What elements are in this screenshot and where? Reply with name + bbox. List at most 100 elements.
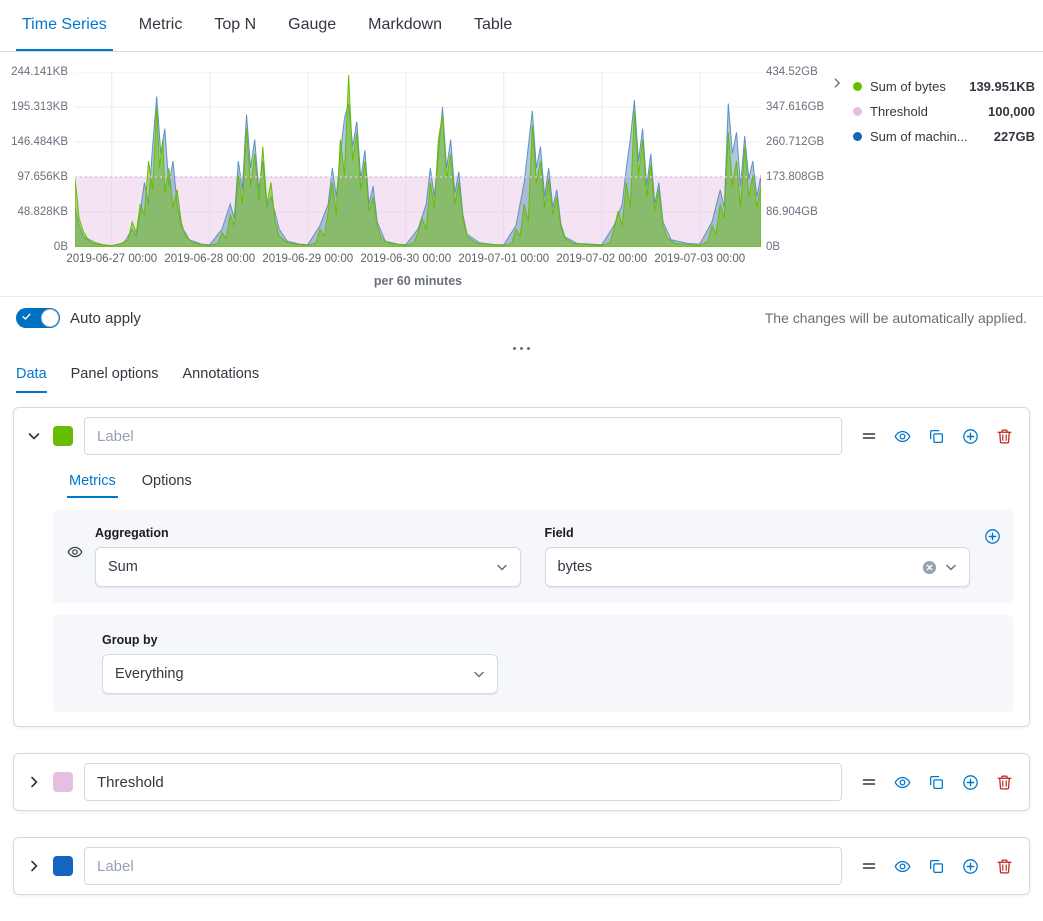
tab-gauge[interactable]: Gauge	[288, 15, 337, 33]
metric-row: Aggregation Sum Field bytes	[53, 510, 1013, 603]
legend-dot	[853, 132, 862, 141]
legend-item-sum-of-bytes[interactable]: Sum of bytes 139.951KB	[853, 74, 1035, 99]
series-card-1: Metrics Options Aggregation Sum Field	[13, 407, 1030, 727]
series-label-input[interactable]	[84, 763, 842, 801]
delete-series-trash-icon[interactable]	[996, 858, 1013, 875]
add-series-plus-icon[interactable]	[962, 774, 979, 791]
axis-tick-label: 347.616GB	[766, 101, 825, 113]
series-actions	[861, 774, 1017, 791]
legend-collapse-chevron-icon[interactable]	[830, 76, 844, 90]
axis-tick-label: 146.484KB	[11, 136, 68, 148]
axis-tick-label: 2019-06-30 00:00	[360, 253, 452, 265]
plot-area[interactable]	[75, 72, 761, 247]
expand-chevron-right-icon[interactable]	[26, 774, 42, 790]
series-label-input[interactable]	[84, 847, 842, 885]
tab-options[interactable]: Options	[141, 473, 192, 489]
clone-series-copy-icon[interactable]	[928, 428, 945, 445]
aggregation-select[interactable]: Sum	[95, 547, 521, 587]
aggregation-value: Sum	[108, 559, 138, 575]
auto-apply-row: Auto apply The changes will be automatic…	[0, 296, 1043, 339]
chevron-down-icon	[496, 564, 507, 571]
series-header	[14, 408, 1029, 464]
series-card-3	[13, 837, 1030, 895]
metric-fields: Aggregation Sum Field bytes	[95, 522, 970, 587]
tab-top-n[interactable]: Top N	[214, 15, 257, 33]
auto-apply-description: The changes will be automatically applie…	[764, 310, 1027, 326]
axis-tick-label: 260.712GB	[766, 136, 825, 148]
axis-tick-label: 2019-06-28 00:00	[164, 253, 256, 265]
aggregation-label: Aggregation	[95, 526, 169, 540]
add-series-plus-icon[interactable]	[962, 428, 979, 445]
group-by-label: Group by	[102, 633, 158, 647]
tab-annotations[interactable]: Annotations	[182, 366, 260, 382]
axis-tick-label: 0B	[766, 241, 781, 253]
series-list: Metrics Options Aggregation Sum Field	[0, 407, 1043, 921]
series-color-swatch[interactable]	[53, 772, 73, 792]
series-color-swatch[interactable]	[53, 426, 73, 446]
panel-resize-handle[interactable]	[0, 339, 1043, 357]
auto-apply-toggle[interactable]	[16, 308, 60, 328]
legend-value: 227GB	[993, 129, 1035, 144]
drag-handle-icon[interactable]	[861, 858, 877, 874]
axis-tick-label: 0B	[53, 241, 68, 253]
legend-label: Sum of bytes	[870, 79, 946, 94]
auto-apply-label: Auto apply	[70, 309, 141, 327]
series-header	[14, 838, 1029, 894]
add-series-plus-icon[interactable]	[962, 858, 979, 875]
axis-tick-label: 244.141KB	[11, 66, 68, 78]
group-by-value: Everything	[115, 666, 184, 682]
tab-metric[interactable]: Metric	[138, 15, 183, 33]
clone-series-copy-icon[interactable]	[928, 774, 945, 791]
drag-handle-icon[interactable]	[861, 774, 877, 790]
legend-label: Sum of machin...	[870, 129, 968, 144]
delete-series-trash-icon[interactable]	[996, 428, 1013, 445]
tab-time-series[interactable]: Time Series	[16, 0, 113, 51]
axis-tick-label: 97.656KB	[17, 171, 68, 183]
legend-dot	[853, 107, 862, 116]
series-color-swatch[interactable]	[53, 856, 73, 876]
toggle-visibility-eye-icon[interactable]	[894, 774, 911, 791]
series-header	[14, 754, 1029, 810]
expand-chevron-right-icon[interactable]	[26, 858, 42, 874]
legend-dot	[853, 82, 862, 91]
series-actions	[861, 858, 1017, 875]
legend-item-threshold[interactable]: Threshold 100,000	[853, 99, 1035, 124]
series-sub-tabs: Metrics Options	[14, 464, 1029, 498]
add-metric-plus-icon[interactable]	[984, 528, 1001, 545]
toggle-visibility-eye-icon[interactable]	[894, 428, 911, 445]
chart-legend: Sum of bytes 139.951KB Threshold 100,000…	[853, 74, 1035, 149]
axis-tick-label: 86.904GB	[766, 206, 818, 218]
series-label-input[interactable]	[84, 417, 842, 455]
field-label: Field	[544, 526, 574, 540]
legend-value: 139.951KB	[969, 79, 1035, 94]
axis-tick-label: 2019-06-27 00:00	[66, 253, 158, 265]
field-value: bytes	[557, 559, 593, 575]
tab-markdown[interactable]: Markdown	[368, 15, 442, 33]
metric-eye-icon[interactable]	[67, 544, 83, 565]
series-card-2	[13, 753, 1030, 811]
clear-selection-icon[interactable]	[922, 560, 937, 575]
field-group: Field bytes	[544, 522, 970, 587]
axis-tick-label: 2019-07-03 00:00	[654, 253, 746, 265]
legend-label: Threshold	[870, 104, 928, 119]
group-by-select[interactable]: Everything	[102, 654, 498, 694]
legend-item-sum-of-machine-ram[interactable]: Sum of machin... 227GB	[853, 124, 1035, 149]
axis-tick-label: 2019-06-29 00:00	[262, 253, 354, 265]
toggle-visibility-eye-icon[interactable]	[894, 858, 911, 875]
axis-tick-label: 195.313KB	[11, 101, 68, 113]
tab-metrics[interactable]: Metrics	[67, 466, 118, 498]
clone-series-copy-icon[interactable]	[928, 858, 945, 875]
tab-panel-options[interactable]: Panel options	[70, 366, 159, 382]
axis-tick-label: 2019-07-01 00:00	[458, 253, 550, 265]
drag-handle-icon[interactable]	[861, 428, 877, 444]
x-axis-label: per 60 minutes	[373, 274, 463, 288]
delete-series-trash-icon[interactable]	[996, 774, 1013, 791]
visualization-type-tabs: Time Series Metric Top N Gauge Markdown …	[0, 0, 1043, 52]
tab-data[interactable]: Data	[16, 357, 47, 393]
axis-tick-label: 2019-07-02 00:00	[556, 253, 648, 265]
tab-table[interactable]: Table	[473, 15, 513, 33]
collapse-chevron-down-icon[interactable]	[26, 428, 42, 444]
time-series-chart: per 60 minutes Sum of bytes 139.951KB Th…	[0, 52, 1043, 296]
aggregation-group: Aggregation Sum	[95, 522, 521, 587]
field-combobox[interactable]: bytes	[544, 547, 970, 587]
